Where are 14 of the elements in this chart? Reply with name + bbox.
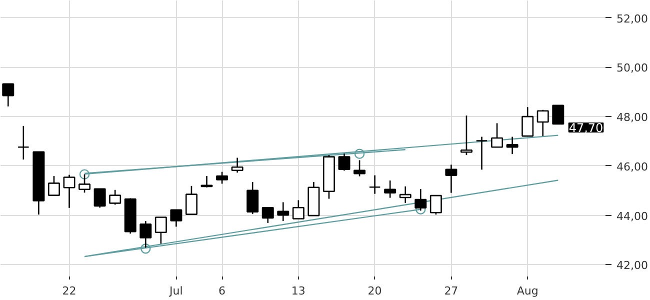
x-tick-label: 22 bbox=[62, 284, 76, 298]
y-tick-label: 46,00 bbox=[616, 160, 648, 174]
x-tick-label: Aug bbox=[516, 284, 538, 298]
y-tick-label: 48,00 bbox=[616, 111, 648, 124]
y-tick-label: 44,00 bbox=[616, 210, 648, 223]
text: 47,70 bbox=[568, 120, 604, 135]
y-tick-label: 42,00 bbox=[616, 259, 648, 272]
y-tick-label: 50,00 bbox=[616, 62, 648, 75]
x-tick-label: 13 bbox=[291, 284, 306, 298]
x-tick-label: 6 bbox=[218, 284, 226, 298]
x-tick-label: 20 bbox=[368, 284, 382, 298]
x-tick-label: Jul bbox=[168, 284, 183, 298]
y-tick-label: 52,00 bbox=[616, 12, 648, 26]
x-tick-label: 27 bbox=[444, 284, 458, 298]
